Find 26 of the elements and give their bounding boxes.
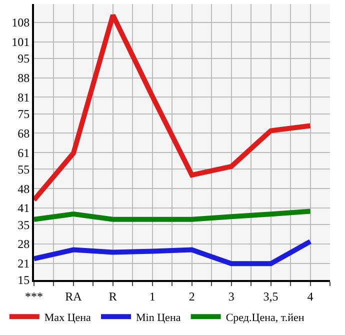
y-tick-label: 28	[18, 237, 30, 252]
x-tick-label: 1	[149, 289, 156, 304]
x-tick-label: 4	[307, 289, 314, 304]
legend-label: Min Цена	[136, 312, 181, 324]
x-tick-label: 3	[228, 289, 234, 304]
y-tick-label: 68	[18, 126, 30, 140]
y-tick-label: 15	[18, 273, 30, 288]
y-tick-label: 55	[18, 162, 30, 176]
x-tick-label: ***	[25, 289, 43, 304]
legend-label: Max Цена	[44, 312, 92, 324]
y-tick-label: 81	[18, 90, 30, 104]
legend-label: Сред.Цена, т.йен	[226, 312, 304, 324]
x-tick-label: 3,5	[263, 289, 278, 304]
y-tick-label: 75	[18, 107, 30, 121]
y-tick-label: 48	[18, 182, 30, 196]
y-tick-label: 95	[18, 52, 30, 66]
x-tick-label: 2	[188, 289, 195, 304]
x-tick-label: R	[108, 289, 117, 304]
y-tick-label: 35	[18, 218, 30, 232]
y-tick-label: 61	[18, 146, 30, 160]
y-tick-label: 101	[12, 34, 30, 49]
y-tick-label: 108	[12, 16, 30, 30]
y-tick-label: 21	[18, 256, 30, 271]
y-tick-label: 88	[18, 70, 30, 85]
y-tick-label: 41	[18, 201, 30, 216]
x-tick-label: RA	[65, 289, 82, 304]
